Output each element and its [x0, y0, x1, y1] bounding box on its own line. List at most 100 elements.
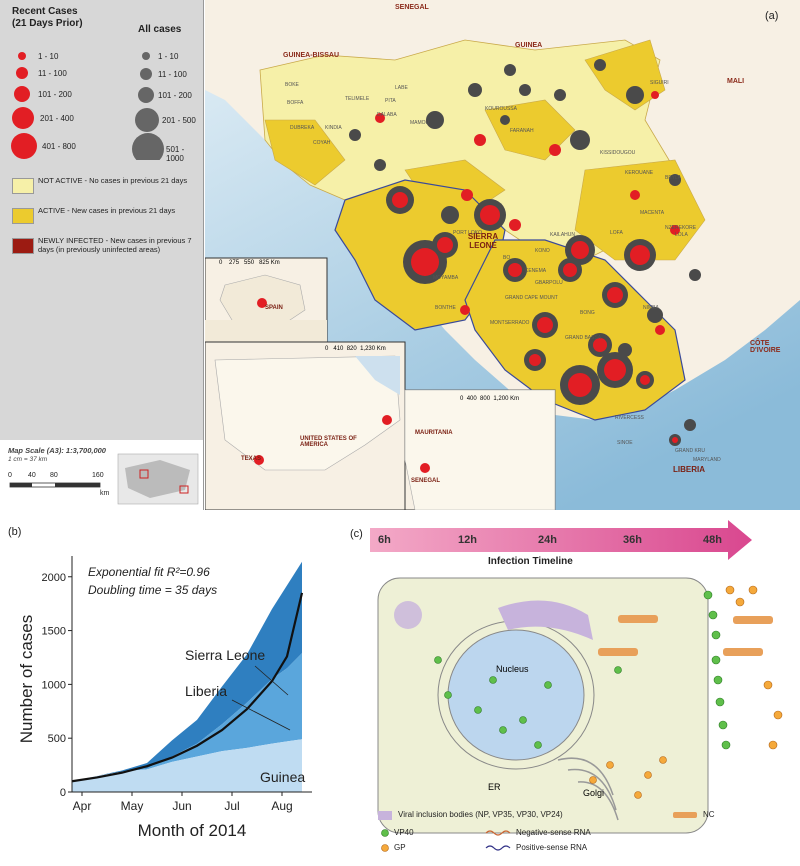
- region-label: MARYLAND: [693, 457, 721, 463]
- all-item-2: 11 - 100: [158, 70, 187, 79]
- inset-texas-label: TEXAS: [241, 456, 262, 462]
- chart-svg: 0 500 1000 1500 2000 Apr May Jun Jul Aug Month of …: [17, 556, 312, 840]
- inclusion-body: [498, 600, 593, 640]
- inset-spain-scale: 0 275 550 825 Km: [219, 260, 280, 266]
- all-item-5: 501 - 1000: [166, 145, 185, 163]
- region-label: KINDIA: [325, 125, 342, 131]
- status-label: NEWLY INFECTED - New cases in previous 7…: [38, 236, 192, 254]
- region-label: SINOE: [617, 440, 633, 446]
- legend-vib: Viral inclusion bodies (NP, VP35, VP30, …: [398, 810, 563, 819]
- region-label: MONTSERRADO: [490, 320, 530, 326]
- all-circle-5: [132, 133, 164, 160]
- timeline-tick: 48h: [703, 534, 722, 546]
- leader-sierra-leone: [254, 665, 289, 696]
- country-label-sierra-leone: SIERRA LEONE: [467, 232, 499, 250]
- recent-circle-5: [11, 133, 37, 159]
- legend-pos-rna-label: Positive-sense RNA: [516, 843, 588, 852]
- all-circle-3: [138, 87, 154, 103]
- exponential-fit-line: [71, 592, 304, 783]
- area-liberia: [72, 653, 302, 782]
- status-label: NOT ACTIVE - No cases in previous 21 day…: [38, 176, 188, 185]
- legend-gp-icon: [381, 844, 389, 852]
- x-tick-label: Aug: [271, 799, 292, 813]
- country-label-liberia: LIBERIA: [673, 465, 705, 474]
- legend-vp40: VP40: [394, 828, 414, 837]
- recent-cases-title: Recent Cases (21 Days Prior): [12, 6, 83, 29]
- leader-liberia: [231, 699, 291, 731]
- label-liberia: Liberia: [185, 683, 227, 699]
- scale-bar: [9, 453, 199, 505]
- all-circle-1: [142, 52, 150, 60]
- country-label-guinea: GUINEA: [515, 42, 543, 49]
- map-scale-text: Map Scale (A3): 1:3,700,000: [8, 446, 106, 455]
- map-scale-box: Map Scale (A3): 1:3,700,000 1 cm = 37 km…: [0, 440, 203, 510]
- nucleus-label: Nucleus: [496, 664, 529, 674]
- y-tick-label: 2000: [42, 572, 66, 584]
- region-label: BONTHE: [435, 305, 456, 311]
- region-label: MAMOU: [410, 120, 430, 126]
- map-legend: Recent Cases (21 Days Prior) All cases 1…: [0, 0, 204, 510]
- x-axis-label: Month of 2014: [138, 821, 247, 840]
- region-label: COYAH: [313, 140, 331, 146]
- status-swatch: [12, 178, 34, 194]
- region-label: LOLA: [675, 232, 688, 238]
- scale-tick-0: 0: [8, 472, 12, 479]
- panel-label-a: (a): [765, 10, 779, 22]
- region-label: GRAND BASSA: [565, 335, 602, 341]
- map-scale-sub: 1 cm = 37 km: [8, 456, 48, 463]
- status-label: ACTIVE - New cases in previous 21 days: [38, 206, 176, 215]
- nucleus-shape: [447, 629, 585, 761]
- region-label: DUBREKA: [290, 125, 315, 131]
- x-tick-label: May: [121, 799, 144, 813]
- region-label: FARANAH: [510, 128, 534, 134]
- golgi-label: Golgi: [583, 788, 605, 798]
- country-label-cote-divoire: CÔTE D'IVOIRE: [750, 340, 781, 354]
- region-label: KAILAHUN: [550, 232, 576, 238]
- recent-circle-2: [16, 67, 28, 79]
- label-guinea: Guinea: [260, 769, 305, 785]
- map-svg: [205, 0, 800, 510]
- timeline-title: Infection Timeline: [488, 556, 573, 567]
- timeline-tick: 12h: [458, 534, 477, 546]
- legend-circles: [11, 52, 164, 160]
- country-label-guinea-bissau: GUINEA-BISSAU: [283, 52, 340, 59]
- region-label: LOFA: [610, 230, 623, 236]
- all-item-4: 201 - 500: [162, 116, 196, 125]
- region-label: BEYLA: [665, 175, 682, 181]
- inset-usa-label: UNITED STATES OF AMERICA: [300, 436, 357, 448]
- recent-circle-4: [12, 107, 34, 129]
- case-count-chart: (b) 0 500 1000 1500 2000 Apr May Jun Jul Aug Month…: [0, 520, 340, 861]
- region-label: GRAND KRU: [675, 448, 706, 454]
- recent-item-2: 11 - 100: [38, 69, 67, 78]
- region-label: BO: [503, 255, 511, 261]
- region-label: GRAND CAPE MOUNT: [505, 295, 558, 301]
- all-circle-4: [135, 108, 159, 132]
- y-axis-label: Number of cases: [17, 615, 36, 744]
- recent-item-1: 1 - 10: [38, 52, 59, 61]
- panel-label-b: (b): [8, 526, 22, 538]
- region-label: BOFFA: [287, 100, 304, 106]
- region-label: KISSIDOUGOU: [600, 150, 636, 156]
- all-cases-title: All cases: [138, 24, 182, 35]
- scale-tick-40: 40: [28, 472, 36, 479]
- inset-senegal-label: SENEGAL: [411, 478, 441, 484]
- region-label: TELIMELE: [345, 96, 370, 102]
- region-label: BOKE: [285, 82, 299, 88]
- y-tick-label: 500: [48, 733, 66, 745]
- legend-vp40-icon: [381, 829, 389, 837]
- y-tick-label: 0: [60, 787, 66, 799]
- area-sierra-leone: [72, 561, 302, 782]
- all-circle-2: [140, 68, 152, 80]
- panel-label-c: (c): [350, 528, 363, 540]
- all-item-3: 101 - 200: [158, 91, 192, 100]
- doubling-annotation: Doubling time = 35 days: [88, 583, 217, 597]
- scale-tick-160: 160: [92, 472, 104, 479]
- country-label-mali: MALI: [727, 78, 745, 85]
- region-label: KONO: [535, 248, 550, 254]
- timeline-arrow: [370, 520, 752, 560]
- inset-usa-scale: 0 410 820 1,230 Km: [325, 346, 386, 352]
- status-swatch: [12, 238, 34, 254]
- inset-africa-scale: 0 400 800 1,200 Km: [460, 396, 520, 402]
- recent-item-5: 401 - 800: [42, 142, 76, 151]
- infection-diagram: (c): [348, 520, 800, 861]
